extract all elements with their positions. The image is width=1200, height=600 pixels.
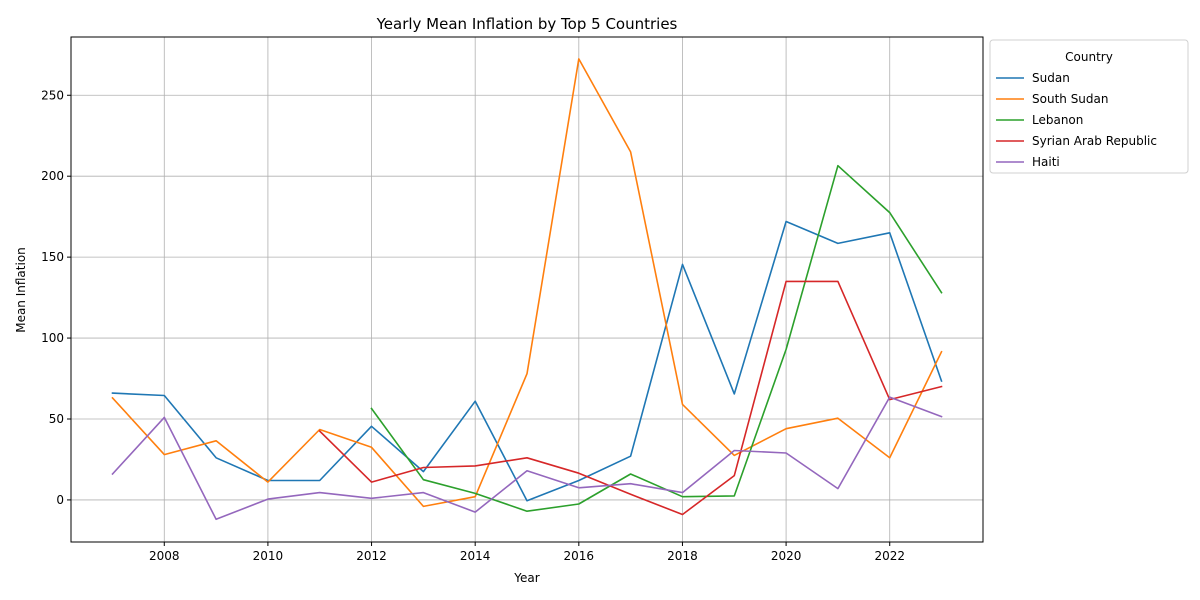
x-tick-label: 2010 xyxy=(253,549,284,563)
plot-frame xyxy=(70,36,984,543)
y-tick-label: 250 xyxy=(41,88,64,102)
x-tick-label: 2008 xyxy=(149,549,180,563)
legend-items: Sudan South Sudan Lebanon Syrian Arab Repub… xyxy=(996,71,1157,169)
x-tick-label: 2016 xyxy=(564,549,595,563)
x-tick-label: 2018 xyxy=(667,549,698,563)
x-tick-label: 2022 xyxy=(874,549,905,563)
y-axis-label: Mean Inflation xyxy=(14,247,28,333)
x-tick-label: 2012 xyxy=(356,549,387,563)
y-tick-label: 200 xyxy=(41,169,64,183)
x-axis-label: Year xyxy=(513,571,539,585)
legend-label-haiti: Haiti xyxy=(1032,155,1060,169)
x-tick-label: 2014 xyxy=(460,549,491,563)
series-line-lebanon xyxy=(370,164,943,513)
y-tick-label: 0 xyxy=(56,493,64,507)
series-line-south-sudan xyxy=(111,58,943,508)
y-axis-ticks: 0 50 100 150 200 250 xyxy=(41,88,71,507)
x-tick-label: 2020 xyxy=(771,549,802,563)
series-line-haiti xyxy=(111,396,943,521)
series-line-sudan xyxy=(111,220,943,502)
legend-title: Country xyxy=(1065,50,1113,64)
chart-title: Yearly Mean Inflation by Top 5 Countries xyxy=(376,15,678,33)
x-axis-ticks: 2008 2010 2012 2014 2016 2018 2020 2022 xyxy=(149,542,905,563)
legend-label-lebanon: Lebanon xyxy=(1032,113,1083,127)
series-lines xyxy=(111,58,943,521)
y-tick-label: 50 xyxy=(49,412,64,426)
legend-label-sudan: Sudan xyxy=(1032,71,1070,85)
legend-box xyxy=(989,39,1189,174)
series-line-syrian-arab-republic xyxy=(318,280,943,516)
y-tick-label: 100 xyxy=(41,331,64,345)
legend-label-south-sudan: South Sudan xyxy=(1032,92,1109,106)
grid-lines xyxy=(71,37,983,542)
legend: Country Sudan South Sudan Lebanon Syrian Ar… xyxy=(989,39,1189,174)
y-tick-label: 150 xyxy=(41,250,64,264)
legend-label-syrian-arab-republic: Syrian Arab Republic xyxy=(1032,134,1157,148)
